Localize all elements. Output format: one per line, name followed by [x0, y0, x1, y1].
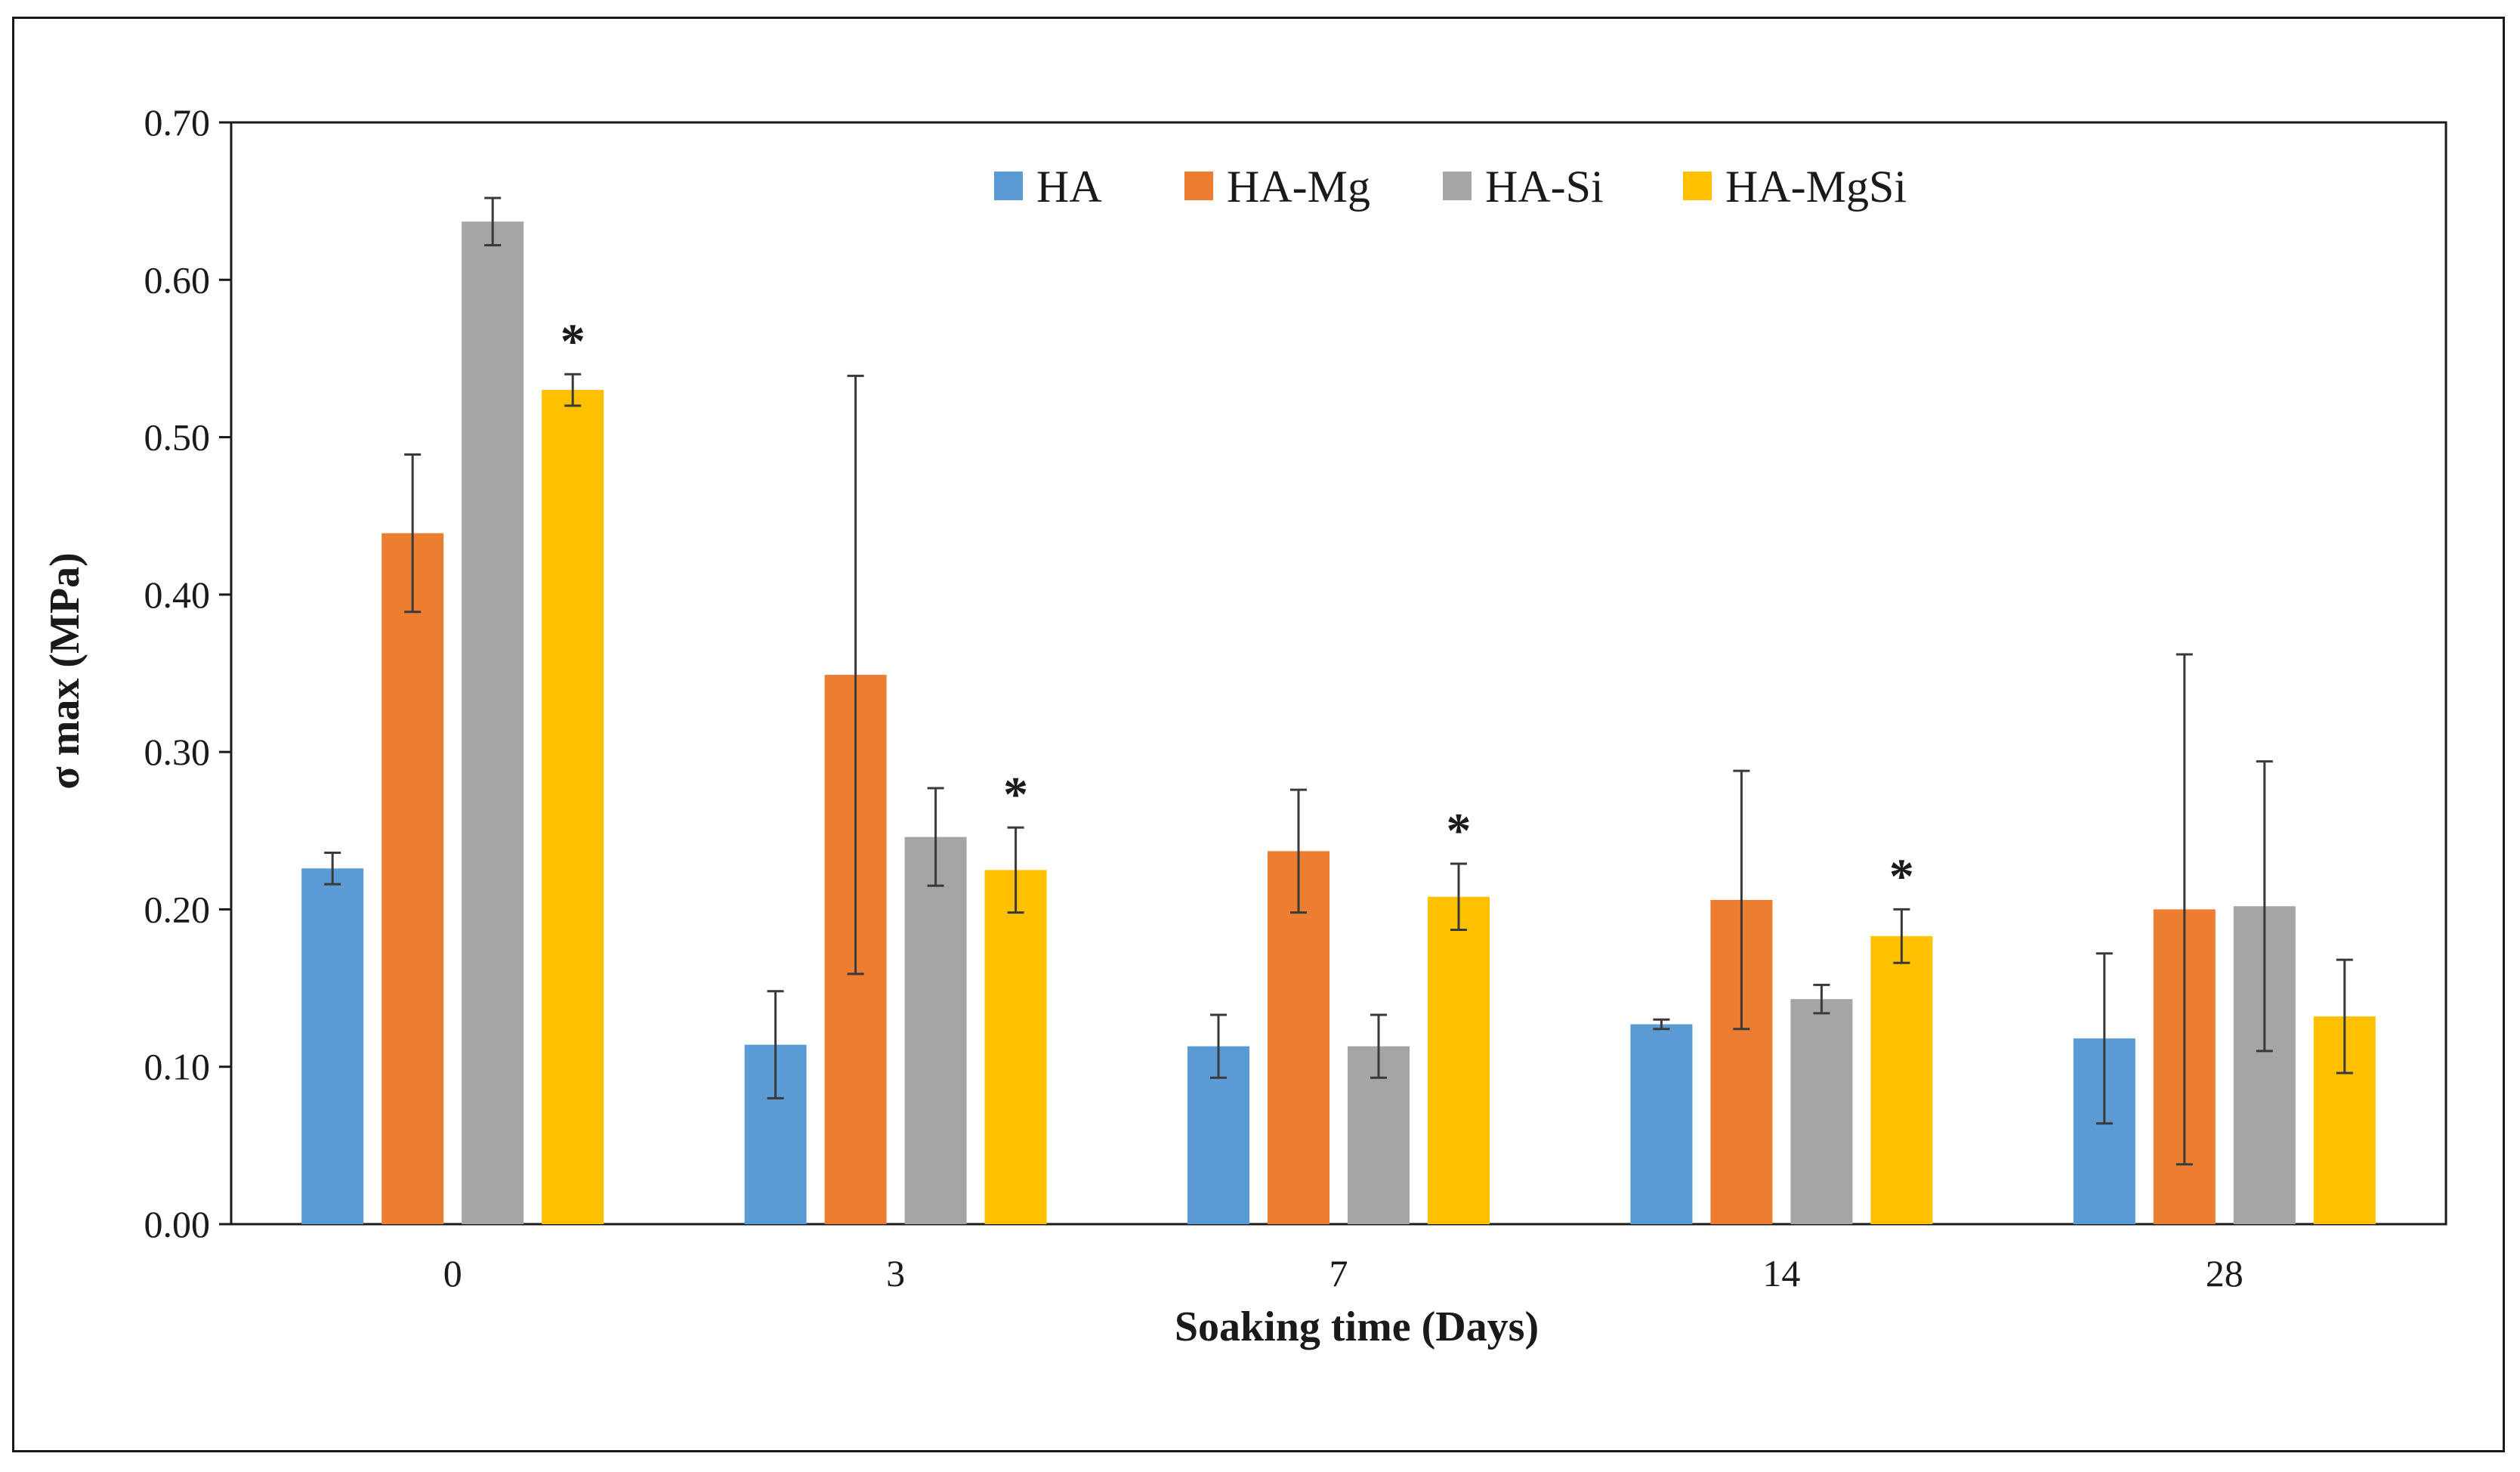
- legend-swatch-ha-si: [1443, 172, 1472, 200]
- significance-marker: *: [1003, 767, 1028, 822]
- annotations: * * * *: [561, 314, 1914, 904]
- y-tick-label: 0.30: [144, 731, 211, 773]
- y-axis: 0.00 0.10 0.20 0.30 0.40 0.50 0.60 0.70: [144, 101, 231, 1245]
- y-tick-label: 0.60: [144, 258, 211, 301]
- bars: [301, 221, 2376, 1225]
- y-tick-label: 0.10: [144, 1046, 211, 1088]
- y-tick-label: 0.50: [144, 416, 211, 459]
- significance-marker: *: [1447, 803, 1472, 858]
- x-axis-title: Soaking time (Days): [1175, 1303, 1539, 1350]
- legend-swatch-ha: [994, 172, 1023, 200]
- y-tick-label: 0.20: [144, 888, 211, 930]
- bar-ha-mgsi-day-0: [542, 390, 604, 1224]
- bar-ha-mgsi-day-3: [984, 870, 1047, 1224]
- legend-swatch-ha-mg: [1184, 172, 1213, 200]
- bar-ha-mg-day-0: [381, 533, 444, 1224]
- y-axis-title: σ max (MPa): [42, 552, 88, 789]
- legend: HA HA-Mg HA-Si HA-MgSi: [994, 162, 1907, 212]
- x-tick-label: 14: [1762, 1252, 1800, 1294]
- x-axis: 0 3 7 14 28: [443, 1252, 2244, 1294]
- plot-area: [230, 121, 2447, 1226]
- bar-ha-si-day-3: [904, 837, 967, 1224]
- bar-ha-day-14: [1630, 1024, 1693, 1224]
- legend-swatch-ha-mgsi: [1683, 172, 1712, 200]
- bar-ha-si-day-0: [462, 221, 524, 1225]
- error-bars: [324, 196, 2353, 1166]
- bar-ha-mgsi-day-7: [1428, 896, 1490, 1224]
- legend-label-ha: HA: [1036, 162, 1102, 212]
- bar-ha-si-day-14: [1790, 999, 1853, 1224]
- y-tick-label: 0.70: [144, 101, 211, 144]
- x-tick-label: 28: [2206, 1252, 2244, 1294]
- x-tick-label: 0: [443, 1252, 462, 1294]
- y-tick-label: 0.00: [144, 1203, 211, 1245]
- bar-ha-day-0: [301, 868, 364, 1224]
- legend-label-ha-mg: HA-Mg: [1227, 162, 1370, 212]
- legend-label-ha-mgsi: HA-MgSi: [1725, 162, 1907, 212]
- y-tick-label: 0.40: [144, 574, 211, 616]
- x-tick-label: 7: [1329, 1252, 1348, 1294]
- significance-marker: *: [561, 314, 585, 369]
- plot-border: [230, 121, 2447, 1226]
- significance-marker: *: [1889, 849, 1914, 904]
- bar-ha-mgsi-day-14: [1870, 935, 1933, 1224]
- legend-label-ha-si: HA-Si: [1485, 162, 1604, 212]
- x-tick-label: 3: [886, 1252, 905, 1294]
